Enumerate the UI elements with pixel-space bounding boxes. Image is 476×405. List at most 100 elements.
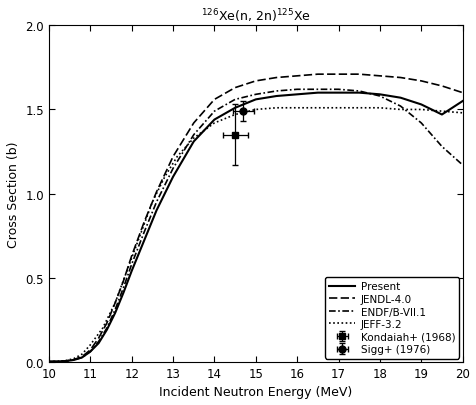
Present bbox=[294, 93, 299, 98]
Present bbox=[87, 349, 93, 354]
Present bbox=[54, 359, 60, 364]
ENDF/B-VII.1 bbox=[232, 98, 238, 102]
JEFF-3.2 bbox=[87, 343, 93, 347]
ENDF/B-VII.1 bbox=[62, 359, 68, 364]
Title: $^{126}$Xe(n, 2n)$^{125}$Xe: $^{126}$Xe(n, 2n)$^{125}$Xe bbox=[200, 7, 310, 24]
JEFF-3.2 bbox=[79, 352, 85, 357]
JEFF-3.2 bbox=[273, 106, 279, 111]
ENDF/B-VII.1 bbox=[170, 166, 176, 171]
JENDL-4.0 bbox=[120, 279, 126, 284]
JEFF-3.2 bbox=[211, 121, 217, 126]
Present bbox=[376, 93, 382, 98]
ENDF/B-VII.1 bbox=[141, 230, 147, 235]
JENDL-4.0 bbox=[104, 321, 109, 326]
ENDF/B-VII.1 bbox=[438, 145, 444, 149]
JENDL-4.0 bbox=[294, 74, 299, 79]
JENDL-4.0 bbox=[273, 76, 279, 81]
ENDF/B-VII.1 bbox=[273, 90, 279, 94]
JEFF-3.2 bbox=[397, 108, 403, 113]
ENDF/B-VII.1 bbox=[112, 307, 118, 312]
JEFF-3.2 bbox=[174, 155, 180, 160]
JEFF-3.2 bbox=[376, 106, 382, 111]
JENDL-4.0 bbox=[153, 190, 159, 195]
ENDF/B-VII.1 bbox=[252, 93, 258, 98]
ENDF/B-VII.1 bbox=[79, 355, 85, 360]
JEFF-3.2 bbox=[459, 111, 465, 116]
Present bbox=[112, 311, 118, 315]
ENDF/B-VII.1 bbox=[397, 104, 403, 109]
JEFF-3.2 bbox=[294, 106, 299, 111]
JEFF-3.2 bbox=[335, 106, 341, 111]
Present bbox=[62, 359, 68, 364]
JEFF-3.2 bbox=[190, 136, 196, 141]
JENDL-4.0 bbox=[211, 98, 217, 102]
JENDL-4.0 bbox=[314, 72, 320, 77]
Present bbox=[104, 328, 109, 333]
JENDL-4.0 bbox=[252, 79, 258, 84]
JEFF-3.2 bbox=[62, 358, 68, 363]
ENDF/B-VII.1 bbox=[71, 358, 77, 362]
Present bbox=[96, 341, 101, 346]
JENDL-4.0 bbox=[129, 254, 134, 258]
Present bbox=[79, 355, 85, 360]
ENDF/B-VII.1 bbox=[104, 326, 109, 330]
ENDF/B-VII.1 bbox=[211, 109, 217, 114]
ENDF/B-VII.1 bbox=[459, 163, 465, 168]
JENDL-4.0 bbox=[397, 76, 403, 81]
JENDL-4.0 bbox=[232, 86, 238, 91]
Present bbox=[438, 113, 444, 117]
JENDL-4.0 bbox=[79, 354, 85, 359]
JENDL-4.0 bbox=[417, 79, 423, 84]
JEFF-3.2 bbox=[99, 326, 105, 330]
JEFF-3.2 bbox=[356, 106, 361, 111]
JEFF-3.2 bbox=[161, 175, 167, 180]
Present bbox=[211, 118, 217, 123]
ENDF/B-VII.1 bbox=[356, 90, 361, 94]
Present bbox=[190, 140, 196, 145]
Present bbox=[273, 94, 279, 99]
ENDF/B-VII.1 bbox=[54, 359, 60, 364]
JEFF-3.2 bbox=[438, 109, 444, 114]
Present bbox=[120, 290, 126, 295]
JENDL-4.0 bbox=[170, 155, 176, 160]
JEFF-3.2 bbox=[417, 108, 423, 113]
Present bbox=[314, 91, 320, 96]
Present bbox=[356, 91, 361, 96]
JEFF-3.2 bbox=[232, 113, 238, 117]
JEFF-3.2 bbox=[71, 356, 77, 361]
JENDL-4.0 bbox=[112, 301, 118, 305]
JENDL-4.0 bbox=[71, 357, 77, 362]
ENDF/B-VII.1 bbox=[376, 94, 382, 99]
Present bbox=[153, 209, 159, 213]
Present bbox=[417, 103, 423, 108]
JENDL-4.0 bbox=[87, 347, 93, 352]
JENDL-4.0 bbox=[356, 72, 361, 77]
JENDL-4.0 bbox=[190, 121, 196, 126]
JENDL-4.0 bbox=[96, 336, 101, 341]
Present bbox=[129, 269, 134, 274]
Present bbox=[170, 175, 176, 180]
ENDF/B-VII.1 bbox=[335, 87, 341, 92]
Present bbox=[459, 99, 465, 104]
ENDF/B-VII.1 bbox=[153, 200, 159, 205]
Present bbox=[335, 91, 341, 96]
Y-axis label: Cross Section (b): Cross Section (b) bbox=[7, 141, 20, 247]
ENDF/B-VII.1 bbox=[129, 262, 134, 267]
Present bbox=[232, 106, 238, 111]
JEFF-3.2 bbox=[314, 106, 320, 111]
JENDL-4.0 bbox=[46, 359, 52, 364]
JENDL-4.0 bbox=[62, 359, 68, 364]
ENDF/B-VII.1 bbox=[96, 339, 101, 344]
JEFF-3.2 bbox=[137, 234, 142, 239]
ENDF/B-VII.1 bbox=[190, 133, 196, 138]
Line: ENDF/B-VII.1: ENDF/B-VII.1 bbox=[49, 90, 462, 362]
JEFF-3.2 bbox=[149, 200, 155, 205]
JENDL-4.0 bbox=[438, 84, 444, 89]
Present bbox=[46, 359, 52, 364]
ENDF/B-VII.1 bbox=[294, 87, 299, 92]
Present bbox=[397, 96, 403, 101]
JEFF-3.2 bbox=[252, 108, 258, 113]
ENDF/B-VII.1 bbox=[120, 286, 126, 290]
ENDF/B-VII.1 bbox=[314, 87, 320, 92]
JENDL-4.0 bbox=[376, 74, 382, 79]
